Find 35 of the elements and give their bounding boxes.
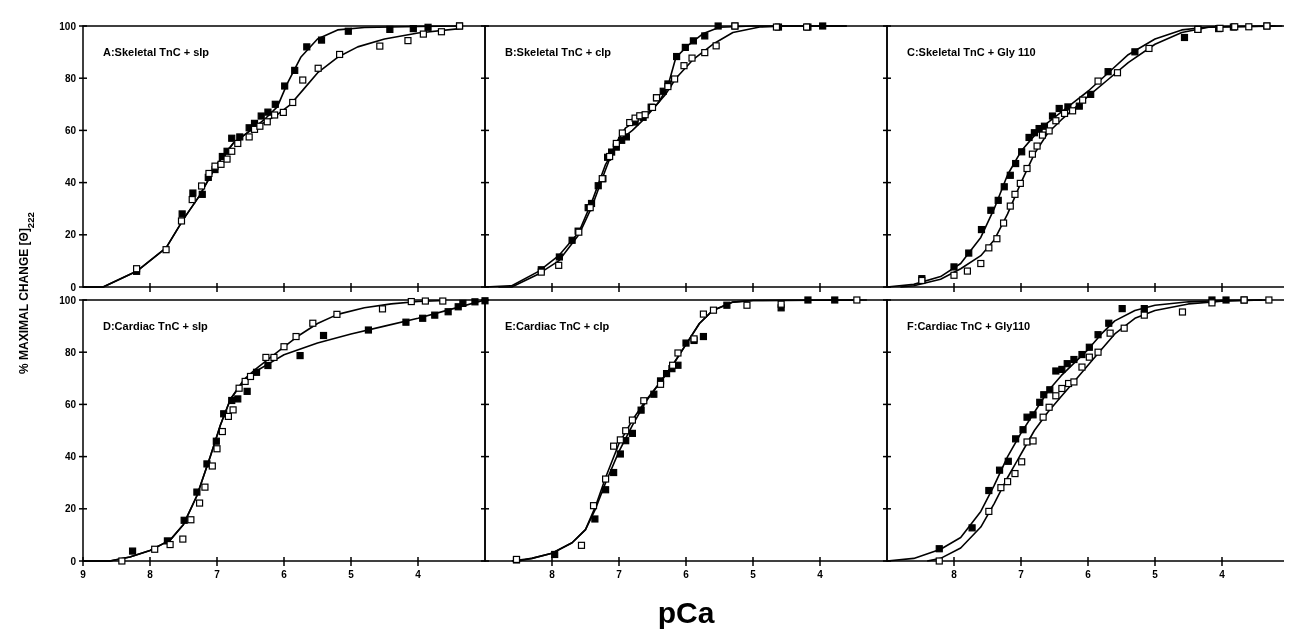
y-tick-label: 20	[64, 229, 77, 241]
x-tick-label: 6	[683, 569, 690, 580]
x-tick-label: 6	[1085, 569, 1092, 580]
y-tick-label: 40	[64, 451, 77, 463]
x-tick-label: 6	[281, 569, 288, 580]
x-tick-label: 8	[147, 569, 154, 580]
x-tick-label: 4	[817, 569, 824, 580]
x-tick-label: 7	[214, 569, 221, 580]
x-tick-label: 4	[1219, 569, 1226, 580]
y-tick-label: 100	[59, 20, 77, 32]
x-tick-label: 7	[1018, 569, 1025, 580]
x-tick-label: 8	[951, 569, 958, 580]
y-tick-label: 80	[64, 346, 77, 358]
x-tick-label: 7	[616, 569, 623, 580]
y-tick-label: 20	[64, 503, 77, 515]
text: D:Cardiac TnC + sIp	[103, 320, 209, 332]
text: C:Skeletal TnC + Gly 110	[907, 46, 1036, 58]
text: E:Cardiac TnC + cIp	[505, 320, 610, 332]
x-tick-label: 9	[80, 569, 87, 580]
y-tick-label: 60	[64, 398, 77, 410]
y-tick-label: 100	[59, 294, 77, 306]
y-tick-label: 0	[70, 281, 77, 293]
x-tick-label: 4	[415, 569, 422, 580]
y-tick-label: 0	[70, 555, 77, 567]
y-tick-label: 60	[64, 124, 77, 136]
x-tick-label: 5	[1152, 569, 1159, 580]
text: F:Cardiac TnC + Gly110	[907, 320, 1031, 332]
text: A:Skeletal TnC + sIp	[103, 46, 210, 58]
text: B:Skeletal TnC + cIp	[505, 46, 612, 58]
x-tick-label: 5	[750, 569, 757, 580]
x-tick-label: 5	[348, 569, 355, 580]
x-tick-label: 8	[549, 569, 556, 580]
y-tick-label: 80	[64, 72, 77, 84]
x-axis-title: pCa	[657, 596, 715, 629]
y-tick-label: 40	[64, 177, 77, 189]
